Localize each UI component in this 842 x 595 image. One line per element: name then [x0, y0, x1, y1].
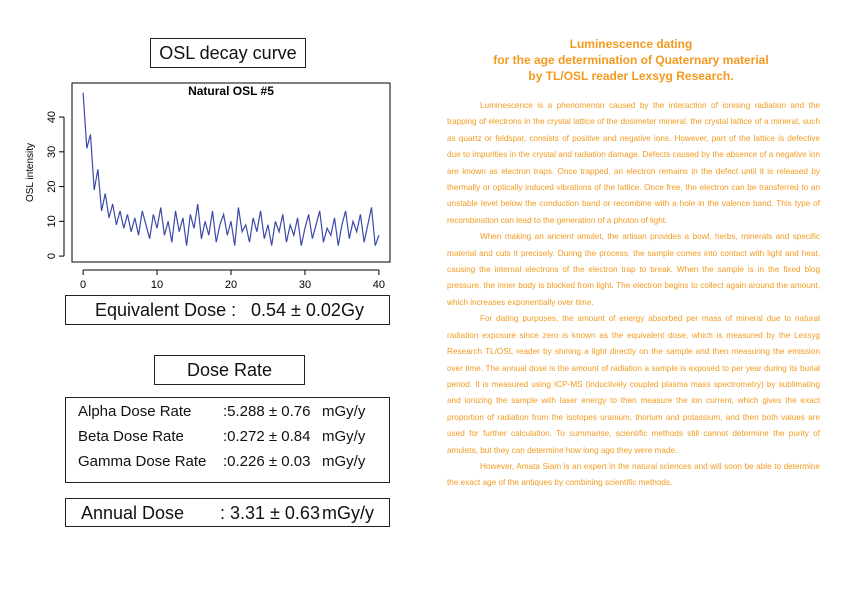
label: Equivalent Dose :: [95, 300, 237, 320]
paragraph: However, Amata Siam is an expert in the …: [447, 461, 820, 488]
title-line: for the age determination of Quaternary …: [493, 53, 769, 67]
rate-label: Beta Dose Rate: [78, 428, 184, 445]
title-line: Luminescence dating: [569, 37, 693, 51]
rate-label: Gamma Dose Rate: [78, 453, 207, 470]
y-tick-label: 0: [46, 253, 58, 259]
y-tick-label: 30: [46, 146, 58, 158]
value: 0.54 ± 0.02: [251, 300, 341, 320]
rate-value: :5.288 ± 0.76: [223, 403, 311, 420]
x-tick-label: 40: [373, 279, 385, 290]
rate-unit: mGy/y: [322, 403, 366, 420]
paragraph: For dating purposes, the amount of energ…: [447, 314, 820, 455]
plot-title: Natural OSL #5: [188, 84, 274, 98]
x-tick-label: 10: [151, 279, 163, 290]
rate-unit: mGy/y: [322, 428, 366, 445]
osl-curve: [82, 92, 380, 246]
x-tick-label: 30: [299, 279, 311, 290]
x-tick-label: 0: [80, 279, 86, 290]
article-title: Luminescence dating for the age determina…: [440, 36, 822, 84]
title-line: by TL/OSL reader Lexsyg Research.: [528, 69, 734, 83]
label: Annual Dose: [81, 503, 185, 523]
y-tick-label: 20: [46, 180, 58, 192]
x-tick-label: 20: [225, 279, 237, 290]
dose-rate-box: Alpha Dose Rate :5.288 ± 0.76 mGy/y Beta Do…: [65, 397, 390, 483]
chart: Natural OSL #5 0 10 20 30 40 0 10 20 30 40 OSL inte…: [25, 82, 391, 290]
y-tick-label: 40: [46, 111, 58, 123]
paragraph: When making an ancient amulet, the artis…: [447, 232, 820, 307]
chart-heading: OSL decay curve: [150, 38, 306, 68]
rate-unit: mGy/y: [322, 453, 366, 470]
equivalent-dose-box: Equivalent Dose : 0.54 ± 0.02 Gy: [65, 295, 390, 325]
unit: mGy/y: [322, 503, 374, 523]
plot-frame: [71, 82, 391, 263]
rate-value: :0.272 ± 0.84: [223, 428, 311, 445]
value: : 3.31 ± 0.63: [220, 503, 320, 523]
paragraph: Luminescence is a phenomenon caused by t…: [447, 101, 820, 225]
unit: Gy: [341, 300, 365, 320]
y-tick-label: 10: [46, 215, 58, 227]
y-axis-label: OSL intensity: [25, 143, 36, 202]
rate-label: Alpha Dose Rate: [78, 403, 192, 420]
dose-rate-heading: Dose Rate: [154, 355, 305, 385]
annual-dose-box: Annual Dose : 3.31 ± 0.63 mGy/y: [65, 498, 390, 527]
article-body: Luminescence is a phenomenon caused by t…: [447, 98, 820, 492]
rate-value: :0.226 ± 0.03: [223, 453, 311, 470]
